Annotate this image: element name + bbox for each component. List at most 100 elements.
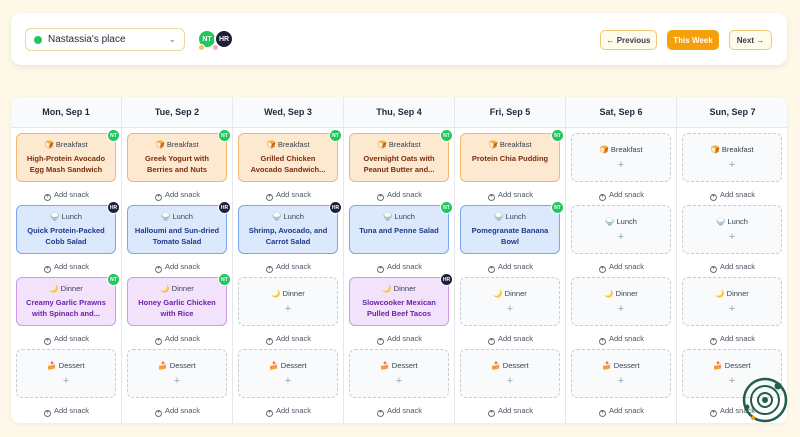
meal-card-dinner[interactable]: 🌙 Dinner Slowcooker Mexican Pulled Beef T… (349, 273, 453, 326)
add-snack-button[interactable]: + Add snack (233, 262, 344, 273)
add-snack-button[interactable]: + Add snack (344, 190, 455, 201)
meal-card-lunch[interactable]: 🍚 Lunch Halloumi and Sun-dried Tomato Sal… (127, 201, 231, 254)
meal-card-lunch[interactable]: 🍚 Lunch Quick Protein-Packed Cobb Salad HR (16, 201, 120, 254)
empty-slot-dessert[interactable]: 🍰 Dessert + (16, 349, 116, 398)
add-snack-button[interactable]: + Add snack (11, 406, 122, 417)
add-meal-icon[interactable]: + (617, 231, 625, 243)
add-snack-button[interactable]: + Add snack (344, 406, 455, 417)
add-snack-button[interactable]: + Add snack (677, 262, 787, 273)
add-snack-button[interactable]: + Add snack (677, 406, 787, 417)
dinner-icon: 🌙 (49, 284, 61, 293)
meal-type-text: Dinner (171, 284, 194, 293)
add-snack-button[interactable]: + Add snack (11, 262, 122, 273)
add-snack-button[interactable]: + Add snack (455, 190, 566, 201)
day-header: Sun, Sep 7 (677, 97, 787, 128)
assistant-fab[interactable] (742, 377, 788, 423)
meal-type-label: 🍚 Lunch (350, 212, 448, 221)
add-snack-button[interactable]: + Add snack (122, 334, 233, 345)
add-meal-icon[interactable]: + (506, 375, 514, 387)
add-meal-icon[interactable]: + (62, 375, 70, 387)
meal-card-dinner[interactable]: 🌙 Dinner Honey Garlic Chicken with Rice NT (127, 273, 231, 326)
add-snack-button[interactable]: + Add snack (11, 334, 122, 345)
meal-type-label: 🍚 Lunch (17, 212, 115, 221)
add-snack-button[interactable]: + Add snack (233, 406, 344, 417)
add-meal-icon[interactable]: + (728, 231, 736, 243)
empty-slot-breakfast[interactable]: 🍞 Breakfast + (571, 133, 671, 182)
avatar-hr[interactable]: HR (214, 29, 234, 49)
next-week-button[interactable]: Next → (729, 30, 772, 50)
previous-week-button[interactable]: ← Previous (600, 30, 657, 50)
empty-slot-dessert[interactable]: 🍰 Dessert + (460, 349, 560, 398)
add-snack-button[interactable]: + Add snack (122, 406, 233, 417)
place-selector[interactable]: Nastassia's place ⌄ (25, 28, 185, 51)
meal-type-text: Lunch (505, 212, 526, 221)
add-meal-icon[interactable]: + (395, 375, 403, 387)
dessert-icon: 🍰 (380, 361, 392, 370)
add-snack-button[interactable]: + Add snack (344, 334, 455, 345)
add-snack-button[interactable]: + Add snack (566, 190, 677, 201)
add-snack-button[interactable]: + Add snack (566, 262, 677, 273)
add-snack-label: Add snack (608, 190, 645, 199)
meal-type-label: 🍰 Dessert (572, 361, 670, 370)
meal-plan-board: Mon, Sep 1 🍞 Breakfast High-Protein Avocad… (11, 97, 787, 423)
add-snack-button[interactable]: + Add snack (566, 406, 677, 417)
this-week-button[interactable]: This Week (667, 30, 719, 50)
add-meal-icon[interactable]: + (617, 303, 625, 315)
add-meal-icon[interactable]: + (728, 159, 736, 171)
add-snack-button[interactable]: + Add snack (455, 262, 566, 273)
meal-card-breakfast[interactable]: 🍞 Breakfast Grilled Chicken Avocado Sandw… (238, 129, 342, 182)
meal-card-breakfast[interactable]: 🍞 Breakfast Protein Chia Pudding NT (460, 129, 564, 182)
meal-card-lunch[interactable]: 🍚 Lunch Tuna and Penne Salad NT (349, 201, 453, 254)
add-snack-label: Add snack (164, 334, 201, 343)
add-snack-button[interactable]: + Add snack (233, 334, 344, 345)
add-snack-button[interactable]: + Add snack (233, 190, 344, 201)
plus-circle-icon: + (154, 266, 162, 273)
meal-card-breakfast[interactable]: 🍞 Breakfast High-Protein Avocado Egg Mash… (16, 129, 120, 182)
meal-type-text: Dessert (280, 361, 307, 370)
add-snack-button[interactable]: + Add snack (344, 262, 455, 273)
add-meal-icon[interactable]: + (284, 303, 292, 315)
add-snack-button[interactable]: + Add snack (455, 334, 566, 345)
empty-slot-dinner[interactable]: 🌙 Dinner + (238, 277, 338, 326)
add-snack-button[interactable]: + Add snack (122, 262, 233, 273)
empty-slot-dinner[interactable]: 🌙 Dinner + (682, 277, 782, 326)
owner-avatar-badge: NT (440, 129, 453, 142)
add-meal-icon[interactable]: + (506, 303, 514, 315)
owner-avatar-badge: NT (107, 129, 120, 142)
empty-slot-dinner[interactable]: 🌙 Dinner + (460, 277, 560, 326)
meal-type-label: 🍞 Breakfast (17, 140, 115, 149)
dessert-icon: 🍰 (269, 361, 281, 370)
add-snack-button[interactable]: + Add snack (677, 334, 787, 345)
add-snack-button[interactable]: + Add snack (455, 406, 566, 417)
empty-slot-dessert[interactable]: 🍰 Dessert + (571, 349, 671, 398)
meal-card-breakfast[interactable]: 🍞 Breakfast Greek Yogurt with Berries and… (127, 129, 231, 182)
add-snack-label: Add snack (53, 190, 90, 199)
add-snack-button[interactable]: + Add snack (677, 190, 787, 201)
add-meal-icon[interactable]: + (617, 375, 625, 387)
empty-slot-dessert[interactable]: 🍰 Dessert + (238, 349, 338, 398)
add-snack-button[interactable]: + Add snack (122, 190, 233, 201)
empty-slot-lunch[interactable]: 🍚 Lunch + (682, 205, 782, 254)
meal-card-breakfast[interactable]: 🍞 Breakfast Overnight Oats with Peanut Bu… (349, 129, 453, 182)
add-meal-icon[interactable]: + (728, 303, 736, 315)
dessert-icon: 🍰 (713, 361, 725, 370)
empty-slot-dessert[interactable]: 🍰 Dessert + (127, 349, 227, 398)
empty-slot-lunch[interactable]: 🍚 Lunch + (571, 205, 671, 254)
meal-type-label: 🍚 Lunch (683, 217, 781, 226)
meal-card-dinner[interactable]: 🌙 Dinner Creamy Garlic Prawns with Spinac… (16, 273, 120, 326)
empty-slot-dessert[interactable]: 🍰 Dessert + (682, 349, 782, 398)
add-meal-icon[interactable]: + (173, 375, 181, 387)
add-meal-icon[interactable]: + (617, 159, 625, 171)
add-meal-icon[interactable]: + (284, 375, 292, 387)
meal-name: Slowcooker Mexican Pulled Beef Tacos (362, 298, 436, 318)
meal-card-lunch[interactable]: 🍚 Lunch Pomegranate Banana Bowl NT (460, 201, 564, 254)
add-snack-button[interactable]: + Add snack (11, 190, 122, 201)
add-meal-icon[interactable]: + (728, 375, 736, 387)
breakfast-icon: 🍞 (377, 140, 389, 149)
meal-card-lunch[interactable]: 🍚 Lunch Shrimp, Avocado, and Carrot Salad… (238, 201, 342, 254)
empty-slot-dinner[interactable]: 🌙 Dinner + (571, 277, 671, 326)
empty-slot-breakfast[interactable]: 🍞 Breakfast + (682, 133, 782, 182)
empty-slot-dessert[interactable]: 🍰 Dessert + (349, 349, 449, 398)
add-snack-button[interactable]: + Add snack (566, 334, 677, 345)
owner-avatar-badge: NT (218, 129, 231, 142)
